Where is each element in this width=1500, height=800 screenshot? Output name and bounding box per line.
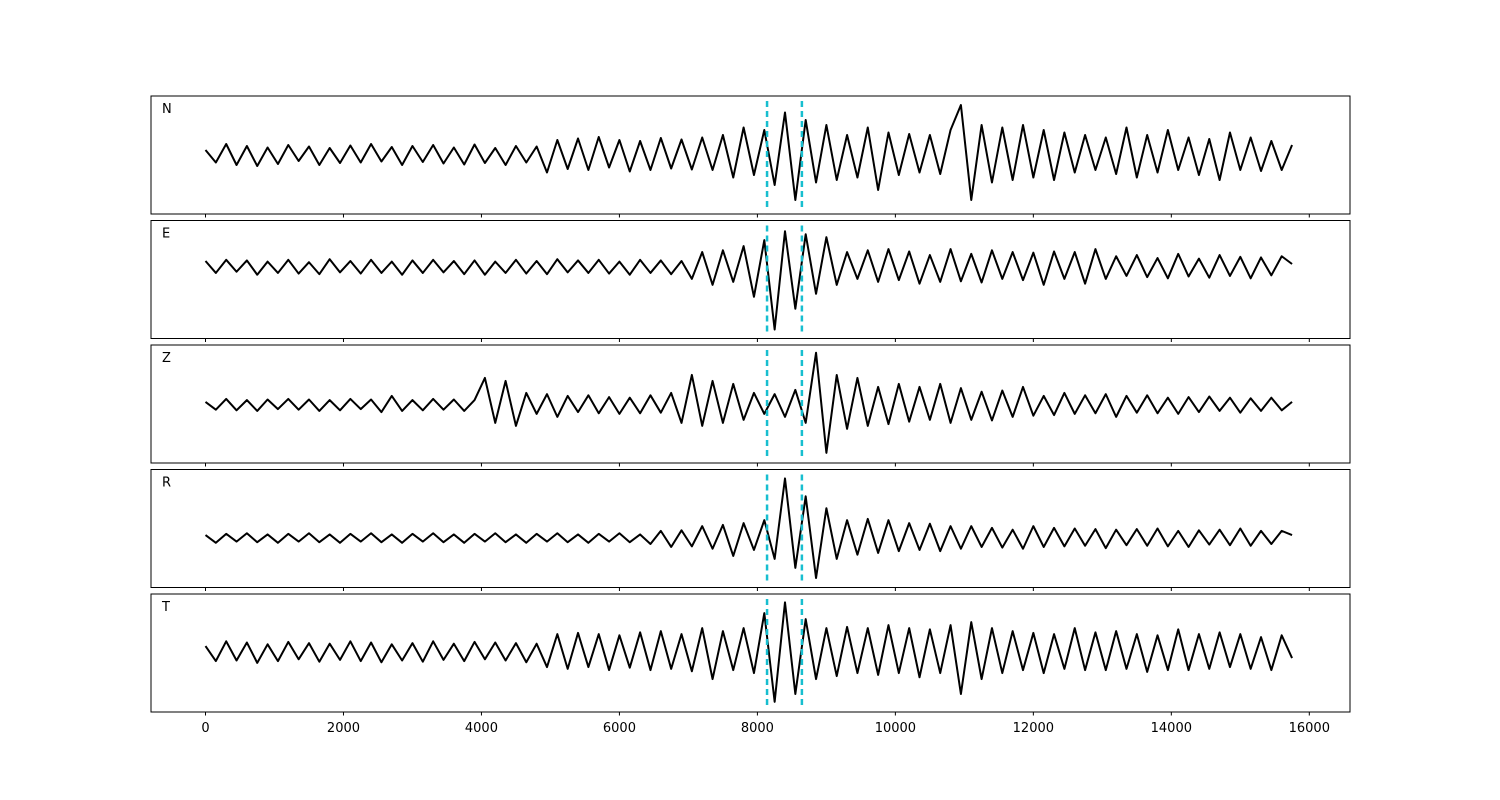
- trace: [204, 477, 1293, 579]
- panel-label: Z: [162, 351, 171, 366]
- panel-label: R: [162, 476, 171, 491]
- trace: [204, 351, 1293, 454]
- panel-label: N: [162, 102, 172, 117]
- x-tick-label: 2000: [327, 721, 360, 736]
- panel-frame: [150, 344, 1351, 464]
- trace: [204, 601, 1293, 703]
- panel-frame: [150, 220, 1351, 339]
- x-tick-label: 12000: [1013, 721, 1054, 736]
- trace: [204, 230, 1293, 331]
- panel-frame: [150, 593, 1351, 713]
- panel-label: E: [162, 227, 170, 242]
- x-tick-label: 6000: [603, 721, 636, 736]
- x-tick-label: 14000: [1151, 721, 1192, 736]
- panel-label: T: [161, 600, 170, 615]
- x-tick-label: 0: [201, 721, 209, 736]
- panel-frame: [150, 95, 1351, 215]
- x-tick-label: 10000: [875, 721, 916, 736]
- panel-frame: [150, 469, 1351, 588]
- x-tick-label: 8000: [741, 721, 774, 736]
- x-tick-label: 4000: [465, 721, 498, 736]
- x-tick-label: 16000: [1289, 721, 1330, 736]
- trace: [204, 104, 1293, 201]
